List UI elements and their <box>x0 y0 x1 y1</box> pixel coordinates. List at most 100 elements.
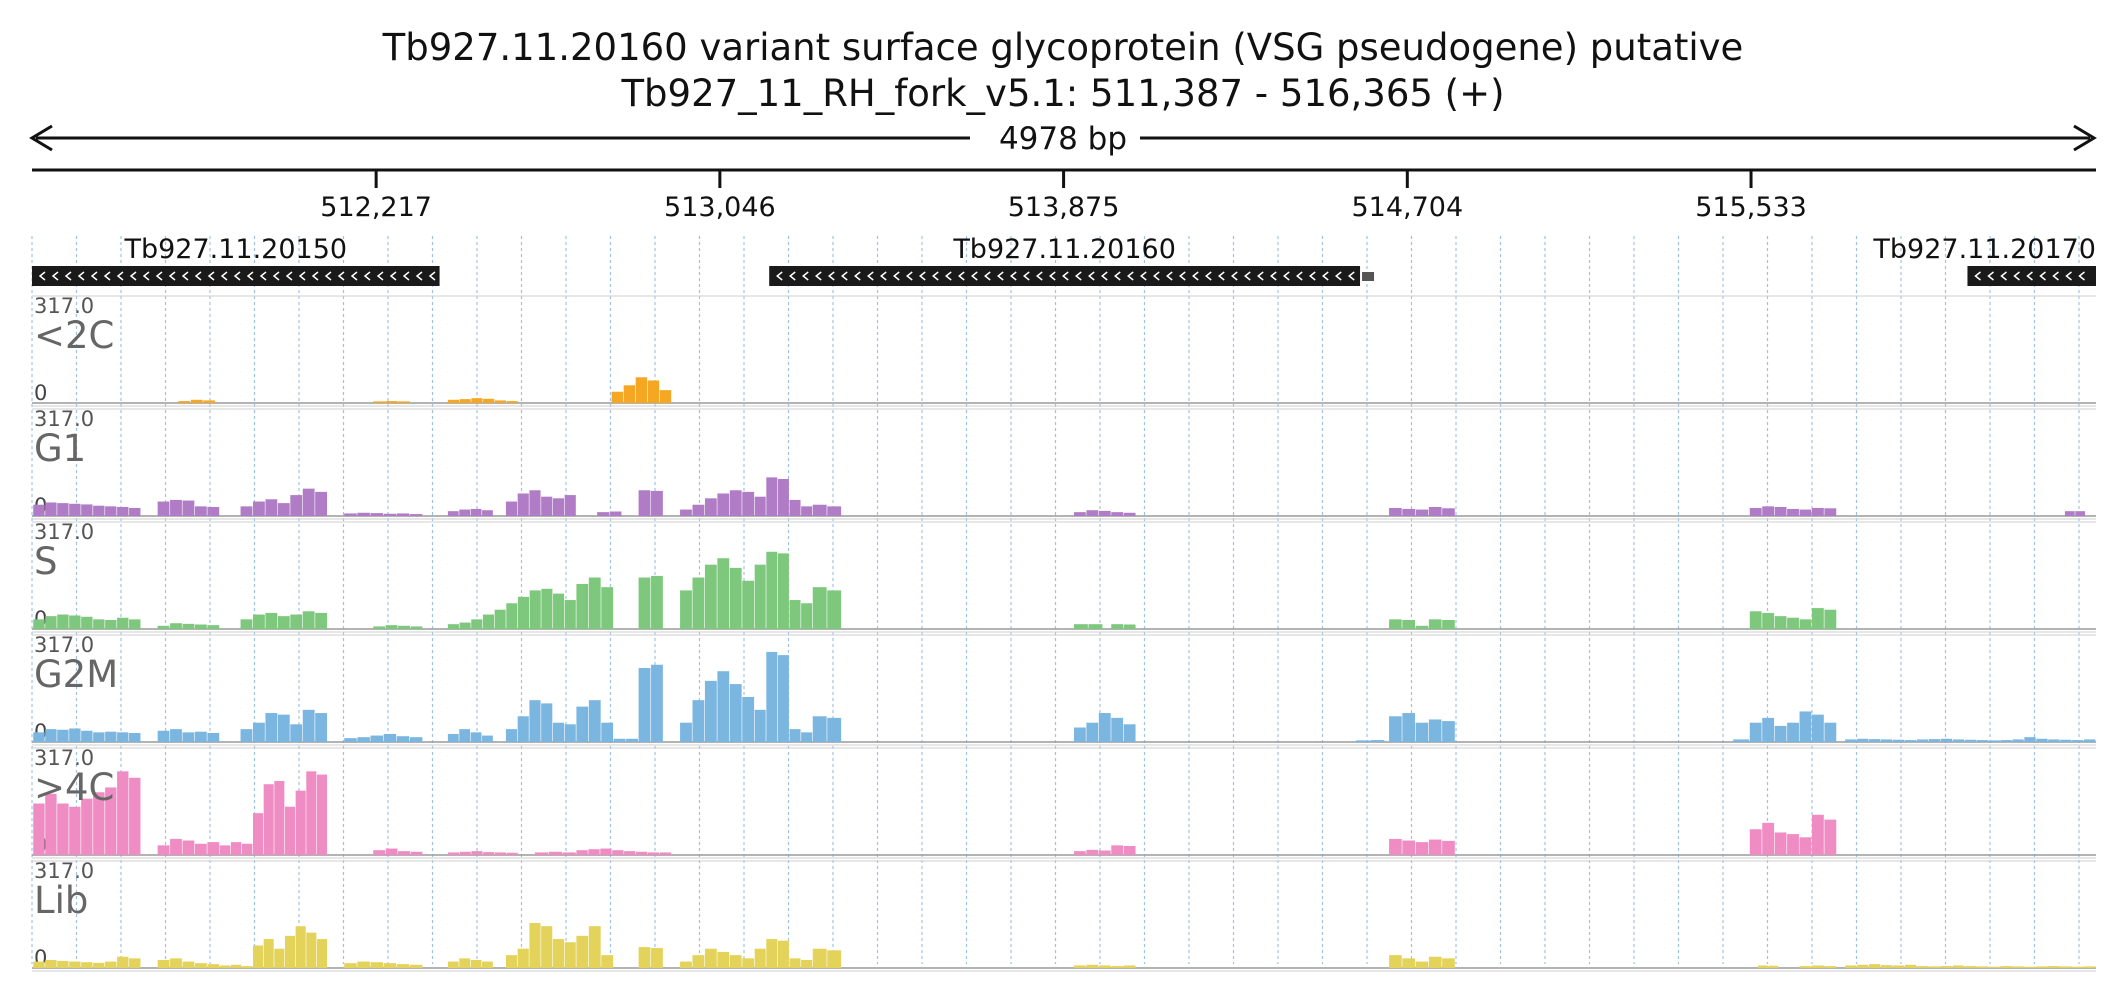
strand-chevron-icon <box>103 271 111 281</box>
coverage-bar <box>1774 832 1787 855</box>
coverage-bar <box>252 945 264 968</box>
track-zero-label: 0 <box>34 381 47 405</box>
coverage-bar <box>1086 722 1099 742</box>
coverage-bar <box>373 401 386 403</box>
coverage-bar <box>1880 965 1893 968</box>
coverage-bar <box>277 616 290 629</box>
coverage-bar <box>252 501 265 516</box>
coverage-bar <box>170 729 182 742</box>
coverage-bar <box>552 722 565 742</box>
coverage-bar <box>1988 966 2000 968</box>
coverage-bar <box>203 400 216 403</box>
coverage-bar <box>2024 737 2036 742</box>
coverage-bar <box>541 588 553 629</box>
coverage-bar <box>117 732 129 742</box>
coverage-bar <box>182 961 195 968</box>
coverage-bar <box>827 950 842 968</box>
coverage-bar <box>1402 508 1416 516</box>
track-name: >4C <box>34 766 114 809</box>
strand-chevron-icon <box>1270 271 1277 281</box>
coverage-bar <box>754 709 766 742</box>
coverage-bar <box>638 490 651 516</box>
coverage-bar <box>1073 851 1086 855</box>
coverage-bar <box>370 735 384 742</box>
coverage-bar <box>471 398 483 403</box>
strand-chevron-icon <box>298 271 306 281</box>
tick-label: 515,533 <box>1695 192 1807 223</box>
coverage-bar <box>459 729 471 742</box>
strand-chevron-icon <box>402 271 410 281</box>
span-arrow-left-icon <box>29 124 53 152</box>
gene-feature[interactable] <box>769 266 1361 286</box>
strand-chevron-icon <box>971 271 978 281</box>
span-label: 4978 bp <box>999 121 1127 157</box>
coverage-bar <box>1904 964 1917 968</box>
coverage-bar <box>2036 738 2048 742</box>
span-ruler: 4978 bp <box>29 121 2097 157</box>
coverage-bar <box>562 852 576 855</box>
coverage-bar <box>717 493 730 516</box>
coverage-bar <box>651 575 663 629</box>
coverage-bar <box>274 948 285 968</box>
coverage-bar <box>1749 611 1762 629</box>
coverage-bar <box>357 737 370 742</box>
coverage-bar <box>1762 506 1775 516</box>
coverage-bar <box>1733 739 1750 742</box>
coverage-bar <box>1749 829 1762 855</box>
coverage-bar <box>1428 839 1442 855</box>
coverage-bar <box>1824 609 1837 629</box>
gene-feature[interactable] <box>1967 266 2096 286</box>
coverage-bar <box>117 617 129 629</box>
coverage-bar <box>410 626 423 629</box>
coverage-bar <box>1824 819 1837 855</box>
coverage-bar <box>692 577 705 629</box>
strand-chevron-icon <box>207 271 215 281</box>
coverage-bar <box>69 961 81 968</box>
coverage-bar <box>45 729 57 742</box>
coverage-bar <box>398 851 410 855</box>
coverage-bar <box>483 852 495 855</box>
coverage-bar <box>600 848 612 855</box>
coverage-bar <box>1904 740 1917 742</box>
track-2: 317.00S <box>32 520 2096 633</box>
coverage-bar <box>624 851 636 855</box>
coverage-bar <box>1098 510 1111 516</box>
strand-chevron-icon <box>116 271 124 281</box>
coverage-bar <box>529 490 541 516</box>
coverage-bar <box>117 956 129 968</box>
strand-chevron-icon <box>997 271 1004 281</box>
strand-chevron-icon <box>2026 271 2033 281</box>
coverage-bar <box>482 510 493 516</box>
coverage-bar <box>552 939 565 968</box>
coverage-bar <box>1964 739 1976 742</box>
coverage-tracks: 317.00<2C317.00G1317.00S317.00G2M317.00>… <box>32 294 2096 972</box>
strand-chevron-icon <box>363 271 371 281</box>
coverage-bar <box>482 614 495 629</box>
coverage-bar <box>680 961 692 968</box>
coverage-bar <box>207 964 220 968</box>
coverage-bar <box>105 961 117 968</box>
coverage-bar <box>777 478 789 516</box>
coverage-bar <box>541 926 553 968</box>
track-name: G2M <box>34 653 118 696</box>
coverage-bar <box>766 651 778 742</box>
coverage-bar <box>1774 725 1787 742</box>
coverage-bar <box>93 962 105 968</box>
coverage-bar <box>659 852 672 855</box>
strand-chevron-icon <box>1062 271 1069 281</box>
track-max-label: 317.0 <box>34 633 94 657</box>
coverage-bar <box>611 391 624 403</box>
coverage-bar <box>1799 966 1812 968</box>
coverage-bar <box>302 611 315 629</box>
coverage-bar <box>129 777 141 855</box>
strand-chevron-icon <box>1140 271 1147 281</box>
coverage-bar <box>170 499 182 516</box>
coverage-bar <box>69 728 81 742</box>
track-bars <box>33 771 1837 855</box>
coverage-bar <box>447 624 459 629</box>
coverage-bar <box>93 792 105 855</box>
strand-chevron-icon <box>2039 271 2046 281</box>
coverage-bar <box>789 729 801 742</box>
coverage-bar <box>1811 965 1824 968</box>
coverage-bar <box>190 399 203 403</box>
